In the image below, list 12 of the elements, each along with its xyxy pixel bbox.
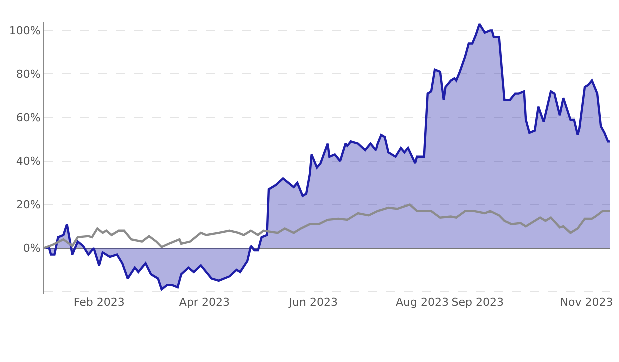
x-tick-label: Aug 2023 <box>396 296 450 309</box>
y-tick-label: 0% <box>23 242 41 256</box>
y-tick-label: 60% <box>16 112 41 125</box>
x-tick-label: Apr 2023 <box>179 296 230 309</box>
x-tick-label: Feb 2023 <box>74 296 125 309</box>
x-tick-label: Jun 2023 <box>288 296 338 309</box>
y-tick-label: 100% <box>9 24 41 38</box>
y-tick-label: 20% <box>16 198 41 212</box>
x-tick-label: Sep 2023 <box>452 296 504 309</box>
y-tick-label: 80% <box>16 68 41 82</box>
y-tick-label: 40% <box>16 155 41 168</box>
x-tick-label: Nov 2023 <box>560 296 614 309</box>
